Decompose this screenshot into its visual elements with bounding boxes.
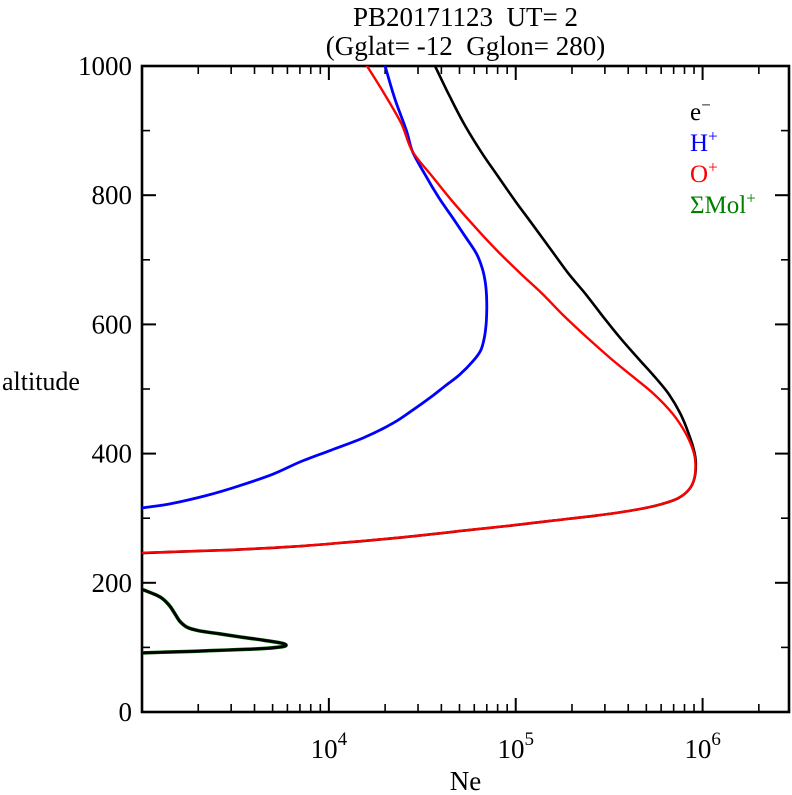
curve-electrons: [142, 66, 698, 555]
legend-species-symbol: ΣMol: [690, 192, 747, 219]
y-axis-label: altitude: [2, 367, 80, 396]
curve-electrons: [142, 588, 288, 655]
legend-species-symbol: e: [690, 99, 702, 126]
curve-oxygen-ions: [142, 66, 697, 554]
legend-species-charge: +: [708, 157, 718, 177]
x-tick-label: 105: [497, 729, 534, 764]
x-axis-label: Ne: [449, 766, 482, 795]
legend-species-symbol: O: [690, 161, 709, 188]
x-tick-label: 104: [311, 729, 348, 764]
y-tick-label: 400: [92, 439, 133, 469]
legend-species-charge: −: [701, 95, 711, 115]
chart-title: PB20171123 UT= 2: [353, 2, 578, 32]
curve-hydrogen-ions: [142, 66, 489, 510]
legend-item-SigmaMol: ΣMol+: [690, 190, 756, 221]
y-tick-label: 1000: [78, 51, 132, 81]
y-tick-label: 200: [92, 568, 133, 598]
legend-item-H: H+: [690, 128, 756, 159]
legend-species-charge: +: [708, 126, 718, 146]
curves-group: [142, 66, 698, 655]
legend-item-e: e−: [690, 97, 756, 128]
chart-subtitle: (Gglat= -12 Gglon= 280): [325, 31, 606, 61]
legend-species-charge: +: [746, 188, 756, 208]
y-tick-label: 800: [92, 180, 133, 210]
legend-species-symbol: H: [690, 130, 709, 157]
y-tick-label: 0: [119, 697, 133, 727]
legend: e− H+ O+ ΣMol+: [690, 97, 756, 221]
x-tick-label: 106: [684, 729, 721, 764]
legend-item-O: O+: [690, 159, 756, 190]
y-tick-label: 600: [92, 309, 133, 339]
